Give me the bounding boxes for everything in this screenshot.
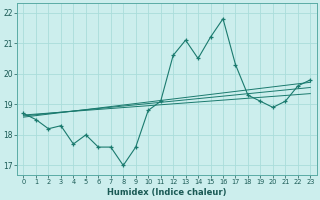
X-axis label: Humidex (Indice chaleur): Humidex (Indice chaleur) <box>107 188 227 197</box>
